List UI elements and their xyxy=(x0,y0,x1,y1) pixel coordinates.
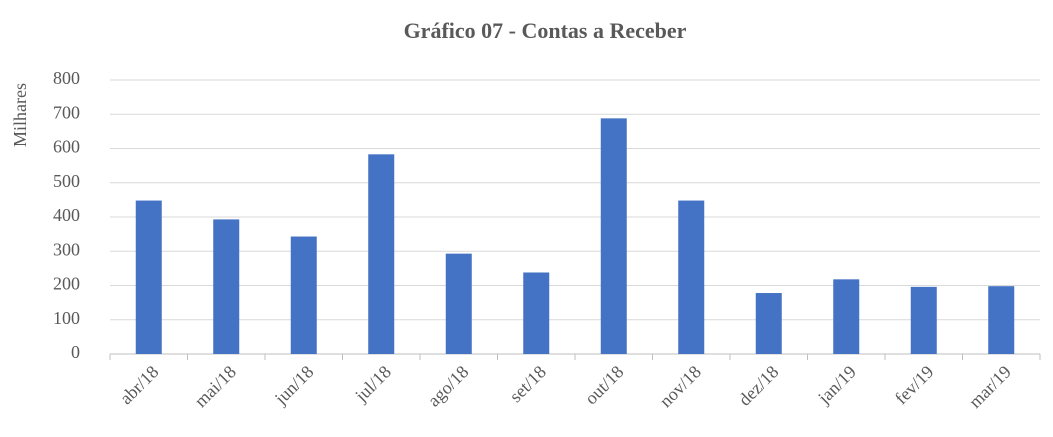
x-tick-label: ago/18 xyxy=(424,362,473,411)
bar xyxy=(445,253,472,354)
y-tick-label: 700 xyxy=(53,102,80,122)
x-tick-label: abr/18 xyxy=(116,362,163,409)
x-tick-label: mai/18 xyxy=(190,362,239,411)
bar xyxy=(988,286,1015,354)
bar xyxy=(290,236,317,354)
chart-title: Gráfico 07 - Contas a Receber xyxy=(404,18,687,43)
bar xyxy=(368,154,395,354)
x-tick-label: mar/19 xyxy=(965,362,1015,412)
bar xyxy=(213,219,240,354)
y-tick-label: 300 xyxy=(53,239,80,259)
x-tick-label: set/18 xyxy=(505,362,550,407)
bar xyxy=(910,286,937,354)
x-tick-label: jul/18 xyxy=(350,362,395,407)
bar xyxy=(600,118,627,354)
y-tick-label: 400 xyxy=(53,205,80,225)
y-tick-label: 200 xyxy=(53,274,80,294)
y-tick-label: 100 xyxy=(53,308,80,328)
x-tick-label: dez/18 xyxy=(734,362,782,410)
y-tick-label: 600 xyxy=(53,137,80,157)
x-tick-label: fev/19 xyxy=(891,362,938,409)
x-tick-label: nov/18 xyxy=(655,362,705,412)
y-tick-label: 800 xyxy=(53,68,80,88)
bar xyxy=(678,200,705,354)
x-tick-label: jan/19 xyxy=(813,362,860,409)
y-tick-label: 500 xyxy=(53,171,80,191)
y-axis-label: Milhares xyxy=(10,83,30,147)
y-tick-label: 0 xyxy=(71,342,80,362)
bar xyxy=(523,272,550,354)
x-tick-label: jun/18 xyxy=(270,362,317,409)
bar xyxy=(755,293,782,354)
bar xyxy=(833,279,860,354)
bar xyxy=(135,200,162,354)
x-tick-label: out/18 xyxy=(581,362,628,409)
